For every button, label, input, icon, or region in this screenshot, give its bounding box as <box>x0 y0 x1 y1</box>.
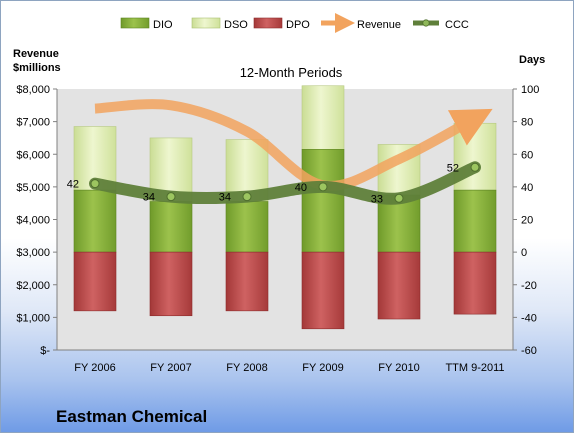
revenue-group <box>94 99 493 191</box>
ccc-data-label: 42 <box>67 179 79 191</box>
company-name: Eastman Chemical <box>56 407 208 426</box>
legend-dio-label: DIO <box>153 19 173 31</box>
left-axis-label-line1: Revenue <box>13 48 59 60</box>
legend-dso-swatch <box>191 17 221 29</box>
legend-revenue-label: Revenue <box>357 19 401 31</box>
left-tick-label: $6,000 <box>16 149 50 161</box>
bar-dpo <box>301 251 345 330</box>
axes-group: $- $1,000 $2,000 $3,000 $4,000 $5,000 $6,000 $7… <box>16 84 539 374</box>
bar-dio <box>149 201 193 253</box>
right-tick-label: -60 <box>521 345 537 357</box>
left-axis-label-line2: $millions <box>13 62 61 74</box>
ccc-group: 42 34 34 40 33 52 <box>67 161 481 205</box>
right-tick-label: 40 <box>521 182 533 194</box>
plot-area <box>57 89 513 350</box>
bar-dso <box>301 85 345 150</box>
legend-dpo-label: DPO <box>286 19 310 31</box>
bar-dio <box>453 189 497 253</box>
left-tick-label: $1,000 <box>16 312 50 324</box>
right-tick-label: 60 <box>521 149 533 161</box>
left-tick-label: $7,000 <box>16 117 50 129</box>
left-tick-label: $5,000 <box>16 182 50 194</box>
ccc-data-label: 33 <box>371 193 383 205</box>
bar-dpo <box>225 251 269 312</box>
ccc-point <box>90 179 100 189</box>
ccc-point <box>470 162 480 172</box>
legend-ccc-label: CCC <box>445 19 469 31</box>
x-tick-label: TTM 9-2011 <box>445 362 504 374</box>
x-tick-label: FY 2010 <box>378 362 419 374</box>
ccc-line <box>89 161 481 205</box>
legend-dpo-swatch <box>253 17 283 29</box>
x-tick-label: FY 2006 <box>74 362 115 374</box>
right-tick-label: 0 <box>521 247 527 259</box>
legend-dio-swatch <box>120 17 150 29</box>
right-axis-label: Days <box>519 54 545 66</box>
revenue-line <box>94 99 493 191</box>
legend-dso-label: DSO <box>224 19 248 31</box>
legend: DIO DSO DPO Revenue CCC <box>120 13 469 33</box>
ccc-data-label: 34 <box>143 192 155 204</box>
x-tick-label: FY 2009 <box>302 362 343 374</box>
ccc-point <box>166 192 176 202</box>
bar-dio <box>73 189 117 253</box>
left-tick-label: $2,000 <box>16 280 50 292</box>
ccc-point <box>394 193 404 203</box>
left-tick-label: $8,000 <box>16 84 50 96</box>
left-tick-label: $- <box>40 345 50 357</box>
left-tick-label: $3,000 <box>16 247 50 259</box>
bar-dpo <box>453 251 497 315</box>
ccc-data-label: 34 <box>219 192 231 204</box>
right-tick-label: -20 <box>521 280 537 292</box>
ccc-point <box>318 182 328 192</box>
bar-dpo <box>377 251 421 320</box>
bar-dpo <box>73 251 117 312</box>
right-tick-label: 80 <box>521 117 533 129</box>
x-tick-label: FY 2007 <box>150 362 191 374</box>
right-tick-label: -40 <box>521 312 537 324</box>
left-tick-label: $4,000 <box>16 215 50 227</box>
bar-dpo <box>149 251 193 317</box>
bar-dio <box>225 201 269 253</box>
x-tick-label: FY 2008 <box>226 362 267 374</box>
ccc-data-label: 52 <box>447 162 459 174</box>
right-tick-label: 100 <box>521 84 539 96</box>
ccc-data-label: 40 <box>295 182 307 194</box>
bar-dio <box>301 149 345 253</box>
legend-ccc-marker <box>422 19 430 27</box>
ccc-point <box>242 192 252 202</box>
chart-title: 12-Month Periods <box>240 65 343 80</box>
right-tick-label: 20 <box>521 215 533 227</box>
